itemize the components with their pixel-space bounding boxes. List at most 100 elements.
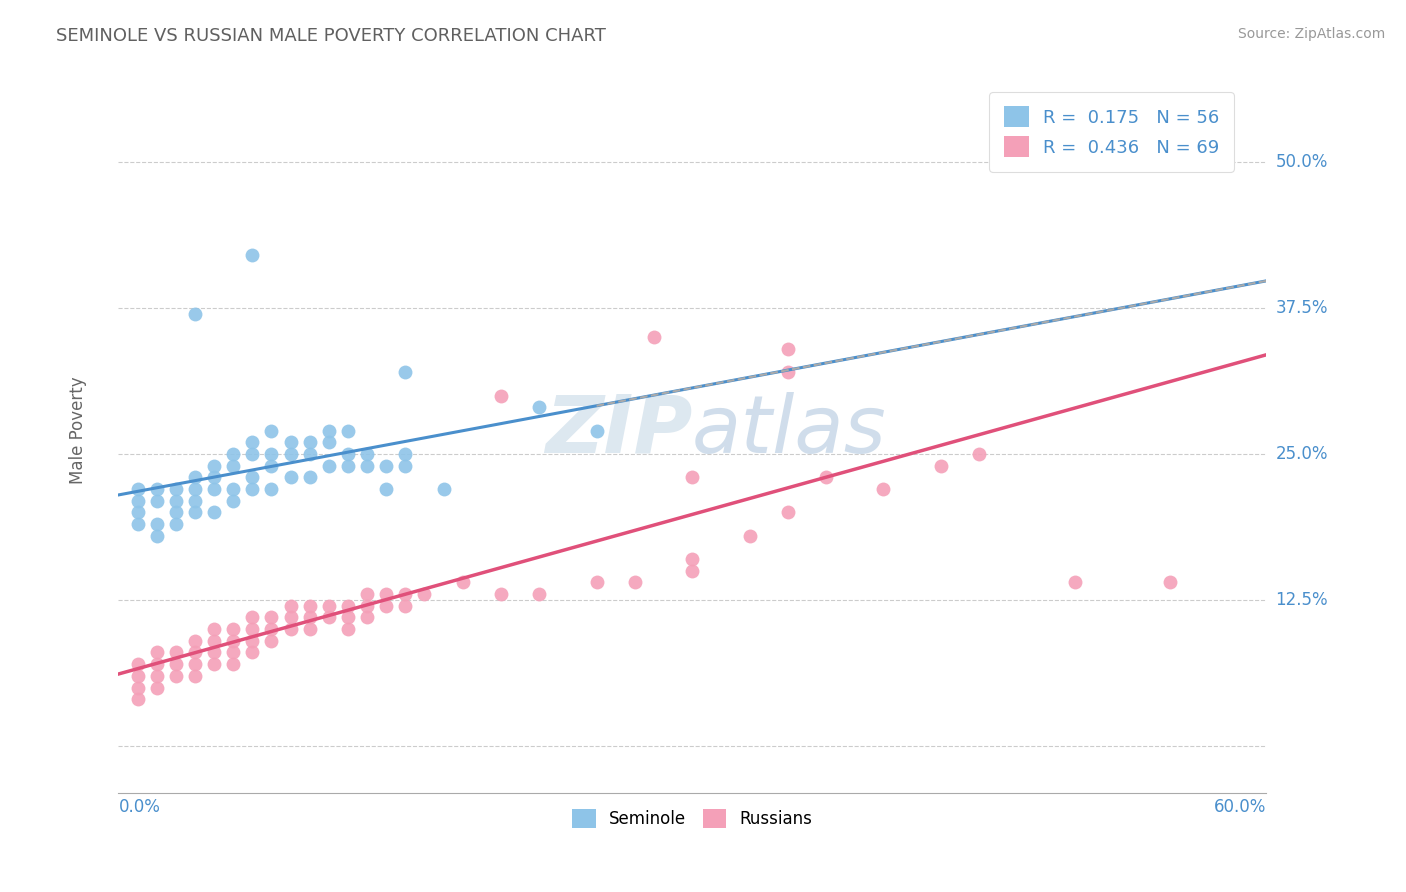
Point xyxy=(222,622,245,636)
Point xyxy=(127,516,149,531)
Point xyxy=(489,587,512,601)
Point xyxy=(260,610,283,624)
Text: Male Poverty: Male Poverty xyxy=(69,376,87,484)
Point xyxy=(240,646,263,660)
Point xyxy=(165,505,187,519)
Point xyxy=(260,482,283,496)
Point xyxy=(451,575,474,590)
Point xyxy=(165,493,187,508)
Point xyxy=(298,470,321,484)
Point xyxy=(222,447,245,461)
Point xyxy=(202,646,225,660)
Point xyxy=(280,435,302,450)
Point xyxy=(776,342,799,356)
Point xyxy=(145,681,167,695)
Point xyxy=(184,646,207,660)
Point xyxy=(356,447,378,461)
Point xyxy=(184,505,207,519)
Point xyxy=(165,646,187,660)
Point xyxy=(222,458,245,473)
Point xyxy=(776,505,799,519)
Point xyxy=(394,365,416,379)
Point xyxy=(127,505,149,519)
Point xyxy=(681,470,703,484)
Point xyxy=(681,552,703,566)
Point xyxy=(776,365,799,379)
Point xyxy=(318,610,340,624)
Point xyxy=(145,493,167,508)
Point xyxy=(240,622,263,636)
Point xyxy=(394,447,416,461)
Point xyxy=(356,599,378,613)
Point xyxy=(145,482,167,496)
Point xyxy=(336,622,359,636)
Point xyxy=(127,669,149,683)
Legend: Seminole, Russians: Seminole, Russians xyxy=(565,803,818,835)
Text: 60.0%: 60.0% xyxy=(1213,798,1265,816)
Point xyxy=(184,493,207,508)
Text: Source: ZipAtlas.com: Source: ZipAtlas.com xyxy=(1237,27,1385,41)
Point xyxy=(202,458,225,473)
Point xyxy=(375,599,398,613)
Point xyxy=(280,599,302,613)
Point xyxy=(280,470,302,484)
Point xyxy=(298,447,321,461)
Point xyxy=(222,657,245,672)
Point xyxy=(145,657,167,672)
Point xyxy=(298,435,321,450)
Point xyxy=(240,633,263,648)
Point xyxy=(394,458,416,473)
Point xyxy=(624,575,647,590)
Point xyxy=(184,307,207,321)
Point xyxy=(527,401,550,415)
Point xyxy=(165,669,187,683)
Point xyxy=(356,458,378,473)
Point xyxy=(336,447,359,461)
Point xyxy=(240,435,263,450)
Point xyxy=(222,633,245,648)
Text: atlas: atlas xyxy=(692,392,887,469)
Point xyxy=(1063,575,1085,590)
Point xyxy=(336,458,359,473)
Point xyxy=(585,424,607,438)
Point xyxy=(527,587,550,601)
Point xyxy=(318,424,340,438)
Point xyxy=(394,599,416,613)
Point xyxy=(1159,575,1181,590)
Point xyxy=(165,516,187,531)
Text: 0.0%: 0.0% xyxy=(118,798,160,816)
Text: 25.0%: 25.0% xyxy=(1275,445,1329,463)
Point xyxy=(240,482,263,496)
Point xyxy=(356,587,378,601)
Point xyxy=(375,482,398,496)
Point xyxy=(336,599,359,613)
Point xyxy=(413,587,436,601)
Point xyxy=(394,587,416,601)
Point xyxy=(202,470,225,484)
Point xyxy=(260,458,283,473)
Point xyxy=(202,482,225,496)
Point xyxy=(318,599,340,613)
Text: ZIP: ZIP xyxy=(546,392,692,469)
Text: SEMINOLE VS RUSSIAN MALE POVERTY CORRELATION CHART: SEMINOLE VS RUSSIAN MALE POVERTY CORRELA… xyxy=(56,27,606,45)
Point xyxy=(184,482,207,496)
Point xyxy=(298,599,321,613)
Point xyxy=(222,482,245,496)
Point xyxy=(489,388,512,402)
Point xyxy=(260,633,283,648)
Point xyxy=(165,482,187,496)
Point xyxy=(145,529,167,543)
Point xyxy=(145,516,167,531)
Point xyxy=(260,447,283,461)
Point xyxy=(127,692,149,706)
Point xyxy=(145,646,167,660)
Text: 50.0%: 50.0% xyxy=(1275,153,1327,171)
Point xyxy=(336,610,359,624)
Point xyxy=(585,575,607,590)
Point xyxy=(127,482,149,496)
Point xyxy=(145,669,167,683)
Point xyxy=(318,458,340,473)
Point xyxy=(184,470,207,484)
Point xyxy=(222,646,245,660)
Text: 37.5%: 37.5% xyxy=(1275,299,1329,317)
